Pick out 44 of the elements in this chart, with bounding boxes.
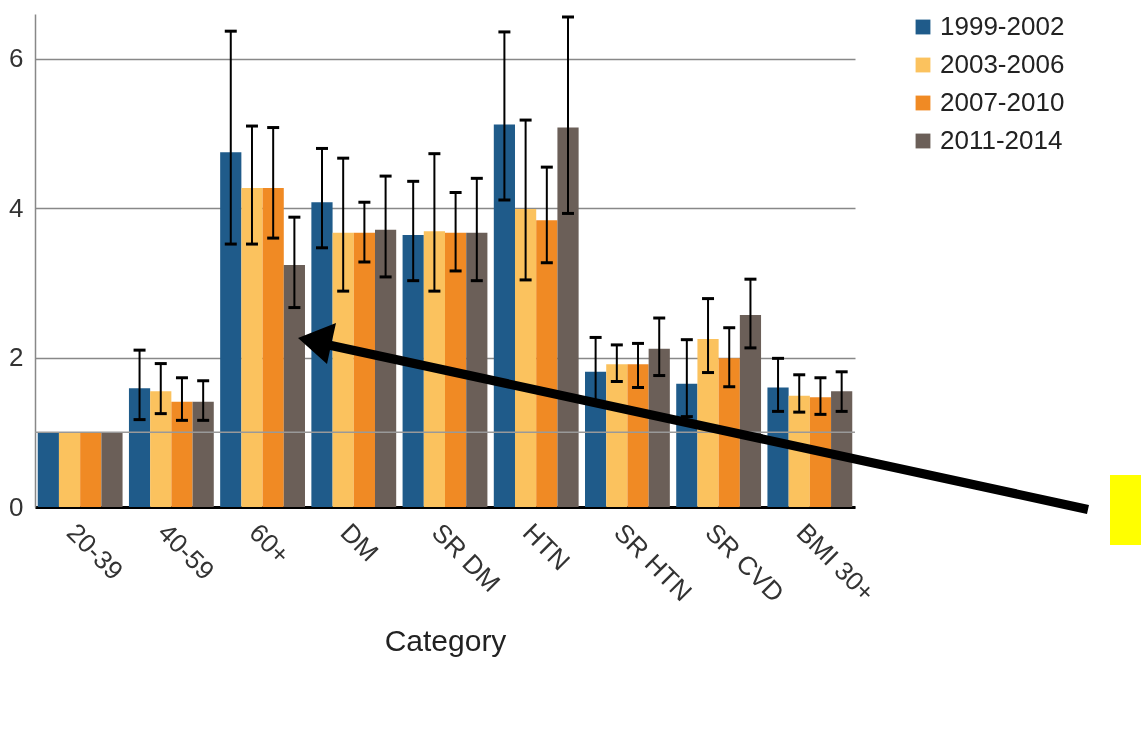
y-tick-label: 2	[9, 342, 24, 373]
x-tick-label: SR CVD	[699, 517, 791, 609]
bar	[697, 338, 719, 507]
bar	[423, 231, 445, 507]
x-tick-label: BMI 30+	[790, 517, 881, 608]
y-tick-label: 6	[9, 43, 24, 74]
bar	[262, 188, 284, 507]
x-axis-title: Category	[384, 624, 507, 658]
x-tick-label: SR DM	[425, 517, 507, 598]
bar	[58, 432, 81, 507]
bar	[80, 432, 102, 507]
bar	[220, 152, 242, 507]
legend-label: 2007-2010	[940, 87, 1065, 117]
bar	[718, 358, 740, 507]
bar	[128, 388, 151, 507]
bar	[150, 391, 172, 507]
x-tick-label: DM	[334, 517, 385, 568]
bar	[648, 348, 670, 507]
bar	[536, 220, 558, 507]
y-tick-label: 4	[9, 192, 24, 223]
bar	[171, 401, 193, 507]
bar	[241, 188, 263, 507]
legend-label: 1999-2002	[940, 11, 1065, 41]
bar	[402, 235, 424, 507]
bar	[332, 232, 354, 507]
bar	[192, 401, 214, 507]
bar	[493, 124, 516, 507]
bar	[445, 232, 467, 507]
bar	[557, 127, 579, 507]
bar	[739, 315, 762, 507]
bar	[283, 264, 305, 507]
legend-label: 2003-2006	[940, 49, 1065, 79]
bar	[627, 364, 649, 507]
bar	[101, 432, 123, 507]
x-tick-label: 60+	[243, 517, 296, 570]
legend-label: 2011-2014	[940, 125, 1063, 155]
bar	[585, 371, 607, 507]
bar	[606, 364, 628, 507]
bar	[515, 208, 537, 507]
bar	[374, 229, 397, 507]
y-tick-label: 0	[9, 491, 24, 522]
bar	[37, 432, 59, 507]
bar	[466, 232, 488, 507]
bar	[353, 232, 375, 507]
